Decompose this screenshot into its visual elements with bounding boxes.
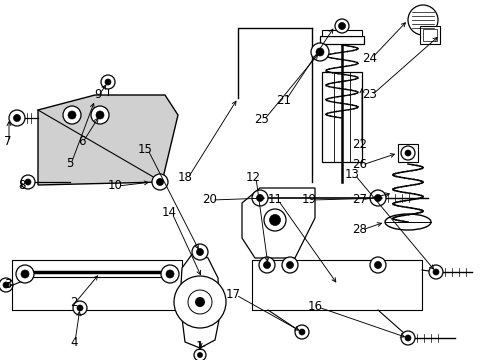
Text: 13: 13 bbox=[345, 168, 359, 181]
Circle shape bbox=[152, 174, 168, 190]
Circle shape bbox=[259, 257, 274, 273]
Text: 7: 7 bbox=[4, 135, 12, 148]
Circle shape bbox=[197, 352, 202, 357]
Text: 19: 19 bbox=[302, 193, 316, 207]
Text: 6: 6 bbox=[78, 135, 85, 148]
Circle shape bbox=[25, 179, 31, 185]
Circle shape bbox=[432, 269, 438, 275]
Text: 20: 20 bbox=[202, 193, 217, 207]
Polygon shape bbox=[180, 253, 220, 348]
Circle shape bbox=[400, 146, 414, 160]
Text: 15: 15 bbox=[138, 144, 153, 157]
Text: 3: 3 bbox=[4, 279, 11, 292]
Text: 23: 23 bbox=[361, 89, 376, 102]
Text: 26: 26 bbox=[351, 158, 366, 171]
Circle shape bbox=[294, 325, 308, 339]
Text: 12: 12 bbox=[245, 171, 261, 184]
Circle shape bbox=[3, 282, 9, 288]
Circle shape bbox=[369, 257, 385, 273]
Text: 4: 4 bbox=[70, 336, 77, 348]
Circle shape bbox=[9, 110, 25, 126]
Circle shape bbox=[404, 335, 410, 341]
Circle shape bbox=[428, 265, 442, 279]
Circle shape bbox=[334, 19, 348, 33]
Text: 16: 16 bbox=[307, 301, 323, 314]
Circle shape bbox=[404, 150, 410, 156]
Text: 17: 17 bbox=[225, 288, 241, 301]
Circle shape bbox=[195, 297, 204, 307]
FancyBboxPatch shape bbox=[419, 26, 439, 44]
Polygon shape bbox=[242, 188, 314, 258]
Circle shape bbox=[73, 301, 87, 315]
Text: 18: 18 bbox=[178, 171, 192, 184]
Circle shape bbox=[96, 111, 104, 119]
Circle shape bbox=[16, 265, 34, 283]
Circle shape bbox=[310, 43, 328, 61]
Circle shape bbox=[101, 75, 115, 89]
Text: 14: 14 bbox=[162, 207, 177, 220]
Text: 28: 28 bbox=[351, 224, 366, 237]
Text: 24: 24 bbox=[361, 51, 376, 64]
Circle shape bbox=[256, 194, 263, 202]
Text: 21: 21 bbox=[275, 94, 290, 107]
Circle shape bbox=[63, 106, 81, 124]
Circle shape bbox=[374, 261, 381, 269]
Circle shape bbox=[251, 190, 267, 206]
Circle shape bbox=[21, 175, 35, 189]
Text: 25: 25 bbox=[253, 113, 268, 126]
Circle shape bbox=[105, 79, 111, 85]
Circle shape bbox=[374, 194, 381, 202]
Text: 9: 9 bbox=[94, 89, 102, 102]
Circle shape bbox=[338, 22, 345, 30]
FancyBboxPatch shape bbox=[422, 29, 436, 41]
Circle shape bbox=[187, 290, 212, 314]
Circle shape bbox=[68, 111, 76, 119]
Text: 5: 5 bbox=[66, 157, 73, 171]
Text: 22: 22 bbox=[351, 139, 366, 152]
FancyBboxPatch shape bbox=[321, 30, 361, 36]
Circle shape bbox=[165, 270, 174, 278]
Circle shape bbox=[194, 349, 205, 360]
Text: 10: 10 bbox=[108, 180, 122, 193]
Polygon shape bbox=[38, 95, 178, 185]
Circle shape bbox=[0, 278, 13, 292]
Circle shape bbox=[407, 5, 437, 35]
Text: 2: 2 bbox=[70, 297, 77, 310]
Text: 11: 11 bbox=[267, 193, 283, 207]
Circle shape bbox=[174, 276, 225, 328]
Circle shape bbox=[91, 106, 109, 124]
Text: 1: 1 bbox=[196, 341, 203, 354]
Circle shape bbox=[264, 209, 285, 231]
Circle shape bbox=[161, 265, 179, 283]
Circle shape bbox=[192, 244, 207, 260]
Circle shape bbox=[14, 114, 20, 122]
Circle shape bbox=[286, 261, 293, 269]
FancyBboxPatch shape bbox=[319, 36, 363, 44]
Circle shape bbox=[282, 257, 297, 273]
Circle shape bbox=[369, 190, 385, 206]
Circle shape bbox=[315, 48, 324, 56]
FancyBboxPatch shape bbox=[397, 144, 417, 162]
Circle shape bbox=[196, 248, 203, 256]
Circle shape bbox=[77, 305, 83, 311]
Circle shape bbox=[156, 179, 163, 185]
FancyBboxPatch shape bbox=[321, 72, 361, 162]
Circle shape bbox=[21, 270, 29, 278]
Text: 27: 27 bbox=[351, 193, 366, 207]
Circle shape bbox=[263, 261, 270, 269]
Polygon shape bbox=[242, 188, 314, 258]
Circle shape bbox=[400, 331, 414, 345]
Circle shape bbox=[298, 329, 305, 335]
Text: 8: 8 bbox=[18, 180, 25, 193]
Circle shape bbox=[269, 215, 280, 225]
